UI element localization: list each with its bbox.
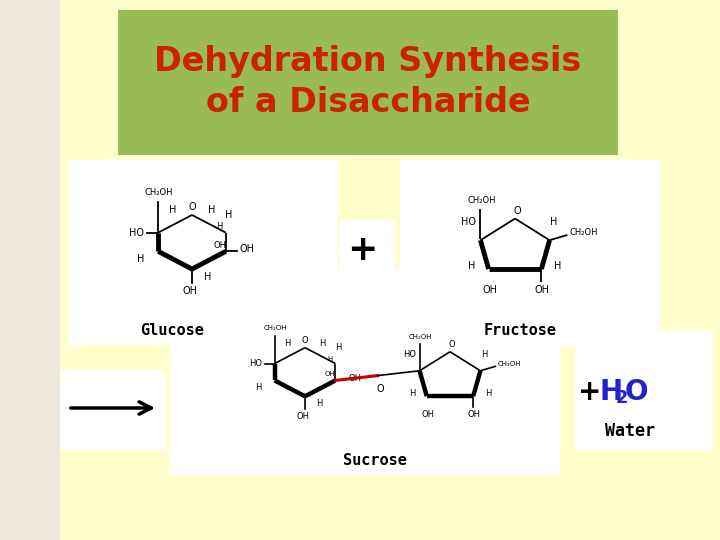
Text: CH₂OH: CH₂OH [409, 334, 432, 340]
Text: Fructose: Fructose [484, 323, 557, 338]
Text: H: H [550, 217, 557, 227]
Text: Glucose: Glucose [140, 323, 204, 338]
Text: H: H [168, 205, 176, 215]
Text: HO: HO [129, 228, 144, 238]
Text: OH: OH [325, 371, 336, 377]
Bar [60, 370, 165, 450]
Text: OH: OH [182, 286, 197, 296]
Text: OH: OH [421, 410, 434, 419]
Text: CH₂OH: CH₂OH [570, 228, 598, 237]
Text: H: H [225, 210, 233, 220]
Text: +: + [347, 233, 377, 267]
Text: CH₂OH: CH₂OH [498, 361, 521, 367]
Text: H: H [554, 261, 562, 271]
Text: Water: Water [605, 422, 655, 440]
Text: H: H [600, 378, 623, 406]
Text: H: H [316, 399, 322, 408]
Text: HO: HO [462, 217, 477, 227]
Text: H: H [217, 221, 223, 231]
Text: OH: OH [535, 285, 550, 295]
Text: OH: OH [348, 374, 361, 383]
Text: H: H [204, 272, 212, 282]
Text: O: O [377, 383, 384, 394]
Text: H: H [137, 254, 144, 265]
Text: H: H [320, 339, 325, 348]
Text: of a Disaccharide: of a Disaccharide [206, 85, 531, 118]
Text: O: O [625, 378, 649, 406]
Bar [575, 330, 713, 450]
Bar [400, 160, 660, 345]
Text: +: + [578, 378, 601, 406]
Text: 2: 2 [616, 389, 629, 407]
Text: CH₂OH: CH₂OH [145, 187, 174, 197]
Text: H: H [409, 389, 415, 398]
Text: O: O [513, 206, 521, 215]
Bar [68, 160, 338, 345]
Text: O: O [302, 336, 308, 345]
Text: HO: HO [403, 350, 416, 359]
Text: OH: OH [467, 410, 481, 419]
Text: O: O [188, 202, 196, 212]
Text: H: H [208, 205, 215, 215]
Text: Dehydration Synthesis: Dehydration Synthesis [154, 45, 582, 78]
Text: Sucrose: Sucrose [343, 453, 407, 468]
Text: OH: OH [482, 285, 497, 295]
Bar [170, 270, 560, 475]
Text: HO: HO [249, 359, 262, 368]
Text: O: O [449, 340, 455, 349]
Bar [118, 10, 618, 155]
Text: H: H [284, 339, 291, 348]
Text: OH: OH [213, 241, 226, 249]
Bar [340, 220, 395, 315]
Text: OH: OH [240, 245, 255, 254]
Text: H: H [468, 261, 476, 271]
Bar [0, 0, 60, 540]
Text: H: H [328, 356, 333, 362]
Text: OH: OH [297, 411, 310, 421]
Text: H: H [256, 383, 262, 392]
Text: CH₂OH: CH₂OH [467, 196, 495, 205]
Text: CH₂OH: CH₂OH [264, 325, 287, 331]
Text: H: H [481, 350, 487, 359]
Text: H: H [485, 389, 491, 398]
Text: H: H [335, 343, 341, 352]
